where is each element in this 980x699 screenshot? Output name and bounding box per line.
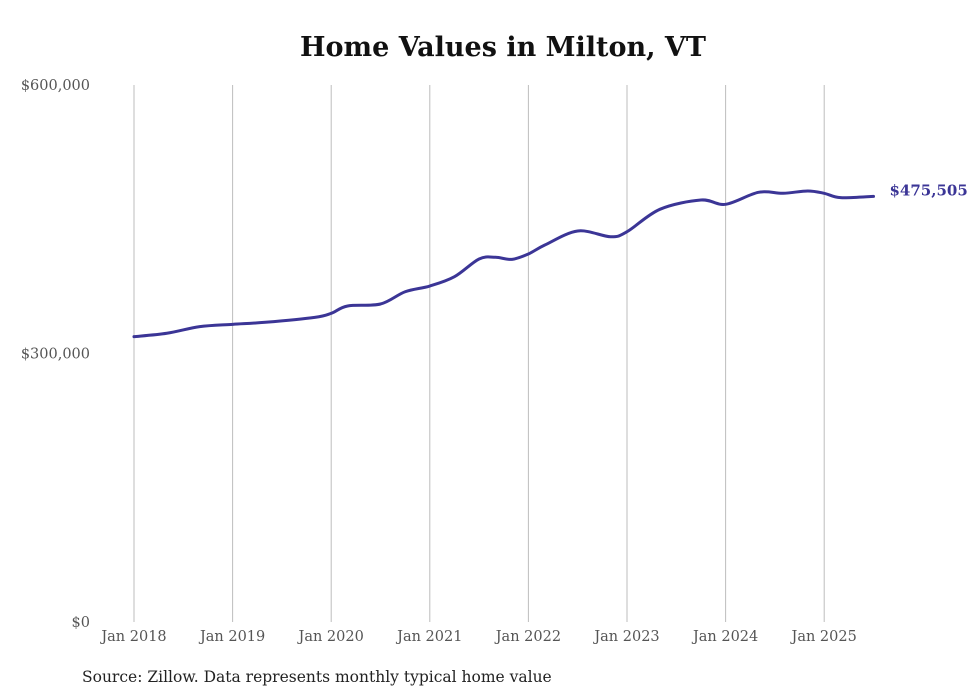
source-note: Source: Zillow. Data represents monthly … bbox=[82, 668, 552, 686]
x-tick-label: Jan 2018 bbox=[99, 629, 166, 645]
y-tick-label: $600,000 bbox=[21, 78, 90, 94]
x-tick-label: Jan 2019 bbox=[198, 629, 265, 645]
x-tick-label: Jan 2024 bbox=[691, 629, 758, 645]
x-tick-label: Jan 2021 bbox=[395, 629, 462, 645]
series-line bbox=[132, 189, 875, 339]
x-tick-label: Jan 2022 bbox=[494, 629, 561, 645]
x-tick-label: Jan 2025 bbox=[790, 629, 857, 645]
y-tick-label: $300,000 bbox=[21, 347, 90, 363]
chart-title: Home Values in Milton, VT bbox=[300, 32, 706, 63]
x-tick-label: Jan 2020 bbox=[297, 629, 364, 645]
end-value-label: $475,505 bbox=[890, 181, 968, 199]
x-tick-label: Jan 2023 bbox=[592, 629, 659, 645]
y-tick-label: $0 bbox=[72, 615, 90, 631]
